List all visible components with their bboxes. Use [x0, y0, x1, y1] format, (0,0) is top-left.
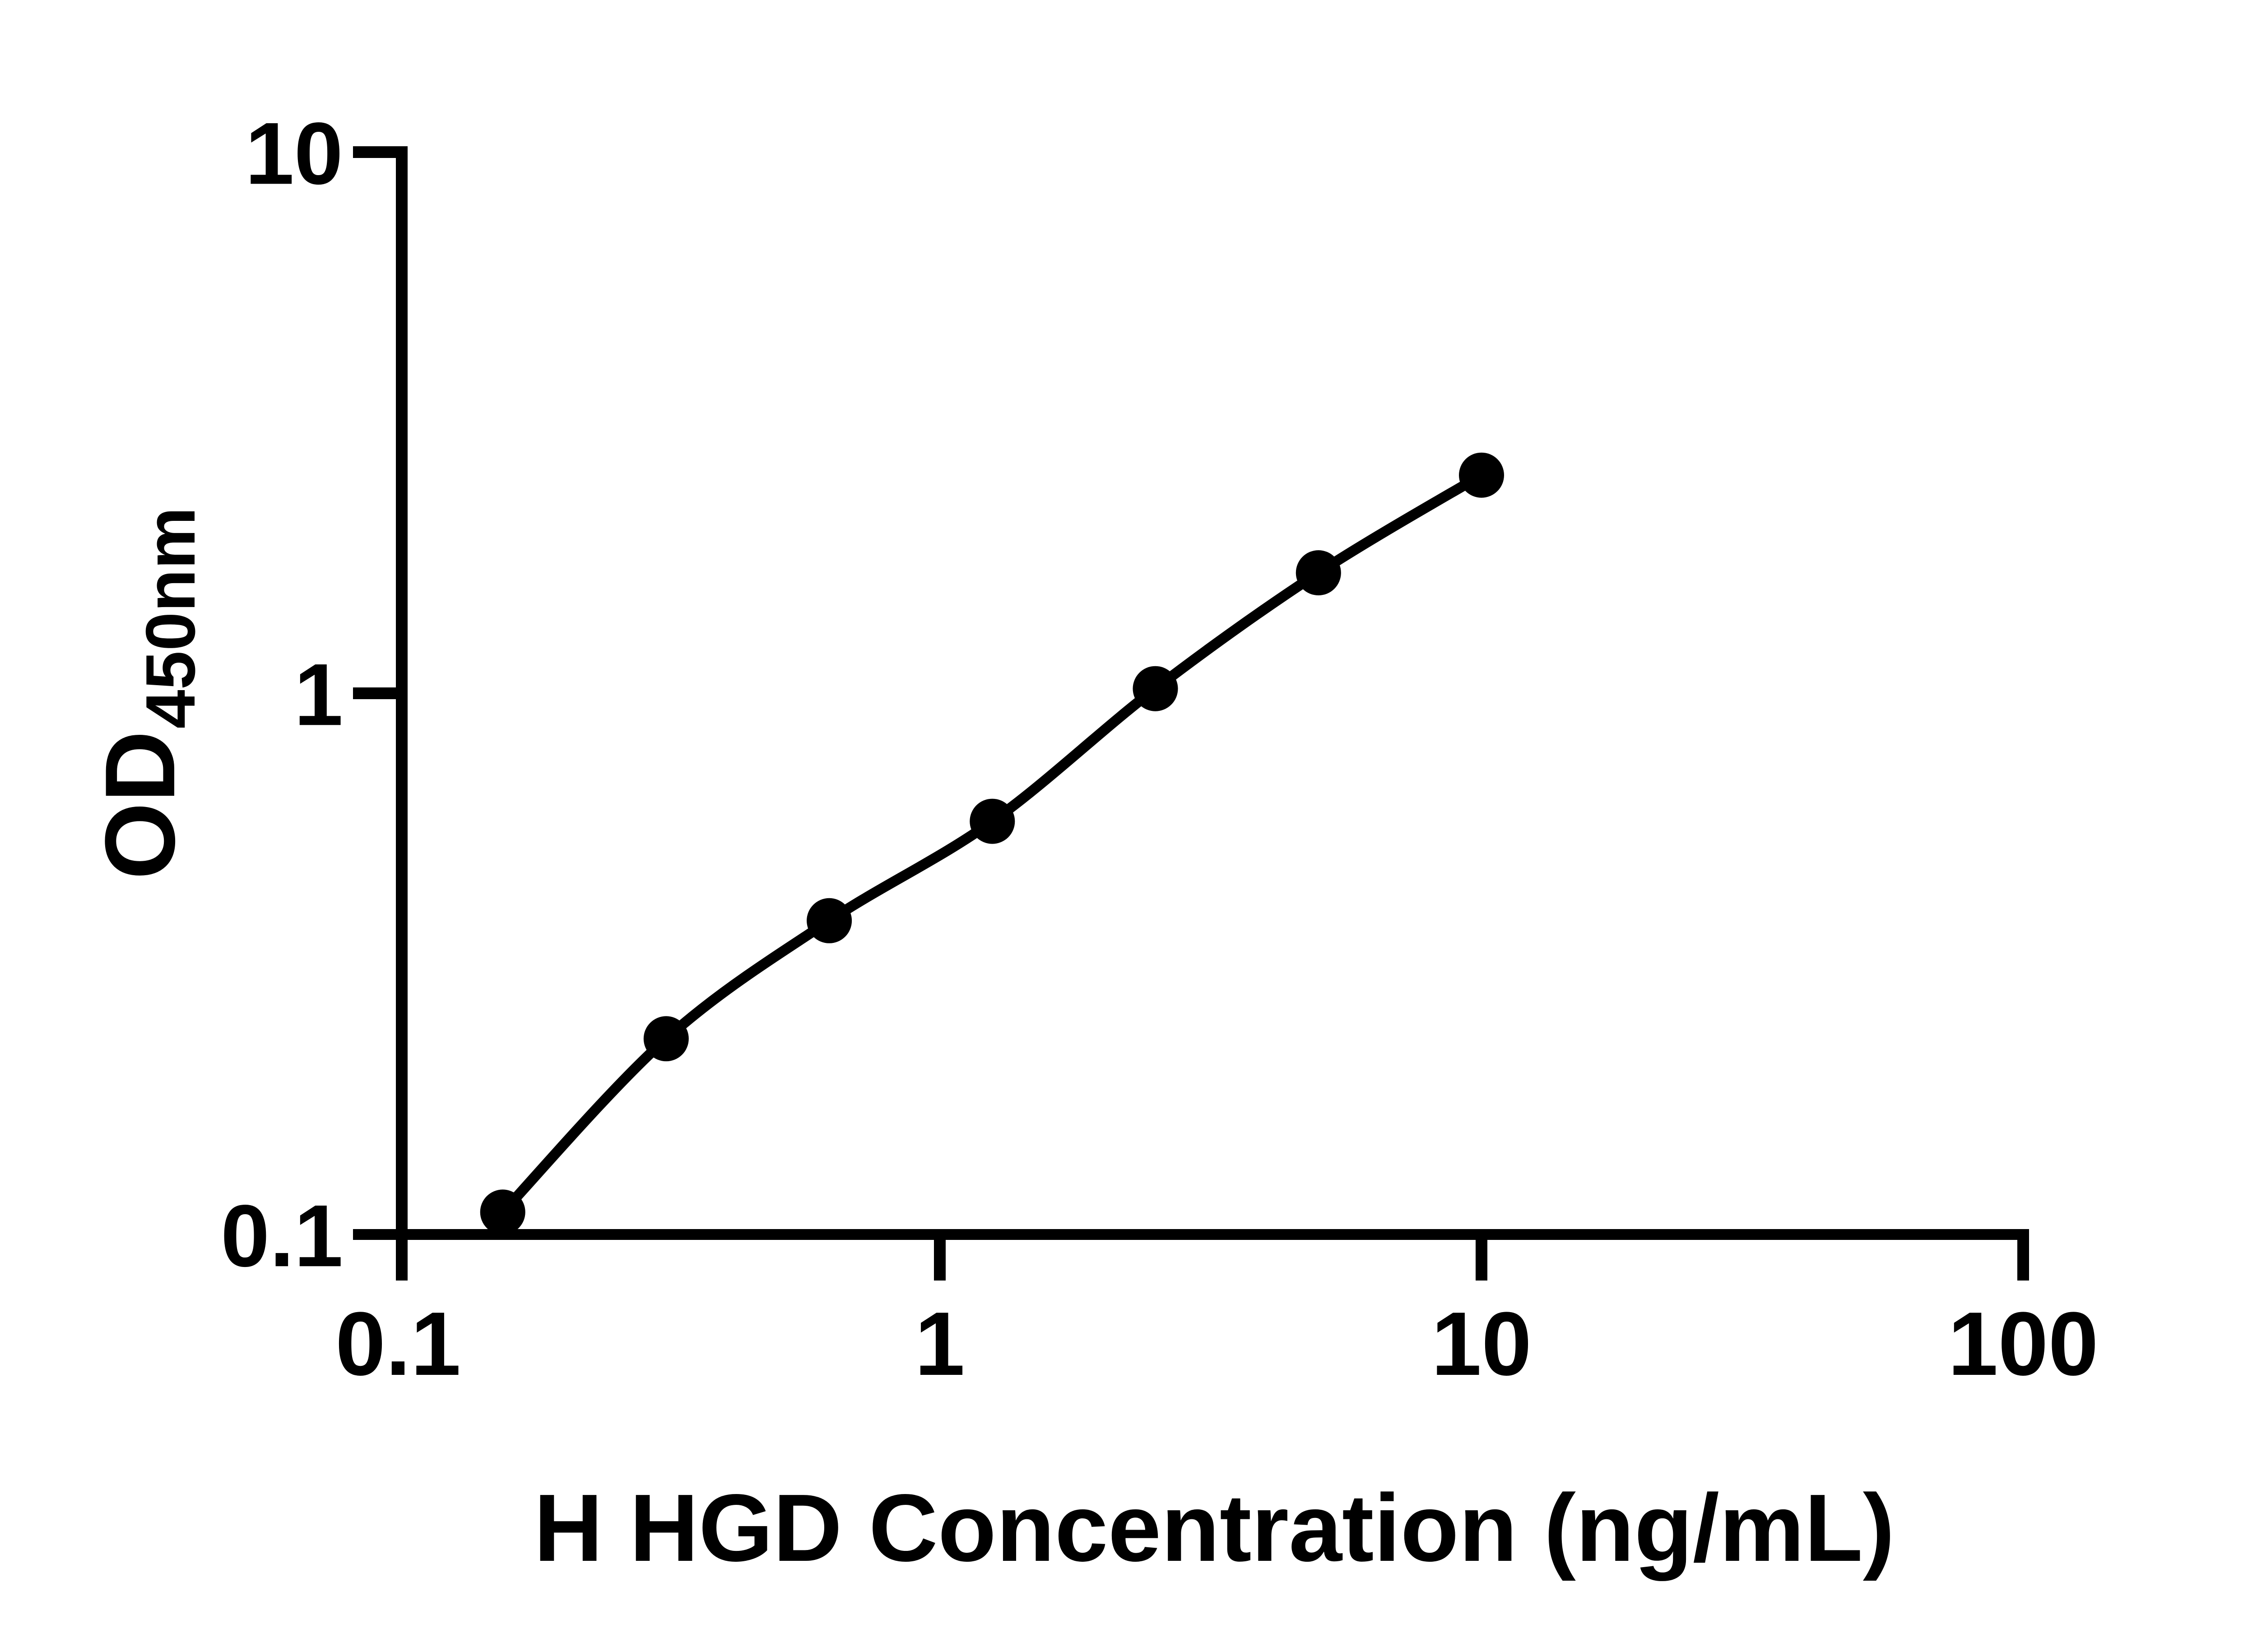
data-point-2.5 [1133, 666, 1178, 711]
data-point-1.25 [970, 798, 1015, 844]
data-point-0.625 [807, 898, 852, 943]
tick-marks [353, 146, 2029, 1281]
y-axis-title-base: OD [84, 731, 195, 880]
x-tick-label-0.1: 0.1 [335, 1294, 461, 1394]
data-point-5 [1296, 550, 1341, 595]
y-tick-label-10: 10 [245, 104, 343, 203]
axes [353, 146, 2029, 1281]
x-axis-title: H HGD Concentration (ng/mL) [534, 1474, 1895, 1581]
x-tick-label-100: 100 [1948, 1294, 2099, 1394]
tick-labels: 0.1 1 10 0.1 1 10 100 [221, 104, 2099, 1394]
data-points [480, 452, 1504, 1235]
x-tick-label-1: 1 [915, 1294, 965, 1394]
y-tick-label-0.1: 0.1 [221, 1187, 343, 1285]
data-point-0.156 [480, 1189, 525, 1235]
x-tick-label-10: 10 [1431, 1294, 1532, 1394]
data-point-10 [1459, 452, 1504, 498]
y-axis-title-subscript: 450nm [131, 507, 209, 729]
y-axis-title: OD 450nm [84, 507, 209, 880]
data-point-0.3125 [643, 1016, 689, 1062]
y-tick-label-1: 1 [294, 645, 343, 744]
